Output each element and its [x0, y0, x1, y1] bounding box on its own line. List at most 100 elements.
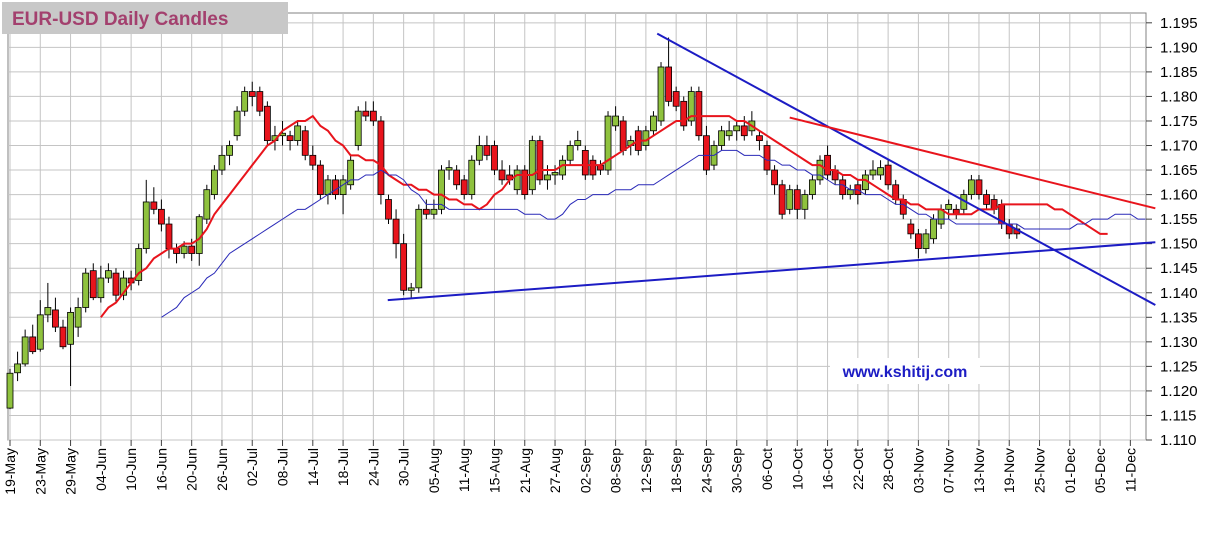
candle-body — [778, 184, 786, 215]
candle-body — [468, 159, 476, 195]
candle-body — [877, 167, 884, 176]
candle-body — [180, 245, 188, 254]
candle-body — [157, 208, 165, 225]
candle-body — [226, 145, 233, 156]
candle-body — [256, 91, 264, 112]
candle-body — [422, 208, 430, 215]
candle-body — [498, 169, 506, 181]
x-tick-label: 05-Aug — [426, 448, 442, 493]
candle-body — [203, 189, 211, 220]
y-tick-label: 1.110 — [1160, 432, 1196, 449]
x-tick-label: 20-Jun — [184, 448, 200, 491]
y-tick-label: 1.120 — [1160, 383, 1198, 400]
candle-body — [839, 179, 847, 195]
x-tick-label: 19-Nov — [1001, 448, 1017, 493]
candle-body — [915, 233, 922, 249]
candle-body — [884, 164, 892, 186]
x-tick-label: 26-Jun — [214, 448, 230, 491]
candle-body — [430, 208, 438, 215]
candle-body — [332, 179, 339, 195]
candle-body — [922, 233, 930, 249]
candle-body — [74, 307, 82, 328]
x-tick-label: 24-Sep — [698, 448, 714, 493]
candle-body — [248, 91, 256, 97]
candle-body — [975, 179, 983, 195]
y-tick-label: 1.125 — [1160, 358, 1198, 375]
x-tick-label: 11-Dec — [1122, 448, 1138, 492]
x-tick-label: 14-Jul — [305, 448, 321, 486]
candle-body — [521, 169, 529, 195]
x-tick-label: 02-Jul — [244, 448, 260, 486]
candle-body — [619, 120, 627, 151]
candle-body — [112, 272, 120, 296]
watermark-box — [830, 358, 980, 384]
marks — [6, 32, 1156, 410]
candle-body — [930, 218, 937, 240]
candle-body — [188, 245, 196, 254]
candle-body — [385, 199, 392, 220]
x-tick-label: 16-Oct — [820, 448, 836, 490]
candle-body — [718, 130, 725, 146]
candle-body — [945, 204, 953, 210]
candle-body — [703, 135, 710, 171]
y-tick-label: 1.135 — [1160, 309, 1198, 326]
candle-body — [392, 218, 400, 245]
y-tick-label: 1.185 — [1160, 64, 1198, 81]
candle-body — [105, 270, 112, 279]
x-tick-label: 06-Oct — [759, 448, 775, 490]
candle-body — [415, 208, 423, 289]
candle-body — [771, 169, 778, 186]
x-tick-label: 13-Nov — [971, 448, 987, 493]
candle-body — [165, 223, 173, 249]
y-tick-label: 1.145 — [1160, 260, 1198, 277]
candle-body — [589, 159, 597, 176]
candle-body — [536, 140, 544, 181]
x-tick-label: 23-May — [32, 448, 48, 495]
candle-body — [612, 115, 619, 127]
candle-body — [786, 189, 794, 210]
candle-body — [672, 91, 680, 107]
candle-body — [52, 309, 59, 328]
candle-body — [324, 179, 332, 195]
candle-body — [362, 110, 370, 117]
candle-body — [354, 110, 362, 146]
candle-body — [725, 130, 733, 137]
moving-average — [100, 114, 1108, 318]
candle-body — [680, 100, 688, 127]
x-tick-label: 10-Oct — [789, 448, 805, 490]
candle-body — [347, 159, 355, 186]
x-tick-label: 27-Aug — [547, 448, 563, 493]
candle-body — [740, 125, 748, 137]
y-tick-label: 1.150 — [1160, 236, 1198, 253]
x-tick-label: 07-Nov — [941, 448, 957, 493]
candle-body — [233, 110, 241, 137]
candle-body — [733, 125, 741, 132]
x-tick-label: 08-Sep — [608, 448, 624, 493]
candle-body — [316, 164, 324, 195]
candle-body — [407, 287, 415, 291]
candle-body — [120, 277, 127, 296]
candle-body — [460, 179, 468, 195]
candle-body — [551, 172, 559, 176]
title-box — [2, 2, 288, 34]
candle-body — [907, 223, 915, 235]
candle-body — [793, 189, 801, 210]
x-tick-label: 10-Jun — [123, 448, 139, 491]
trendline — [789, 116, 1156, 210]
x-tick-label: 08-Jul — [275, 448, 291, 486]
candle-body — [544, 174, 551, 181]
candle-body — [218, 154, 226, 171]
candle-body — [967, 179, 975, 195]
y-tick-label: 1.155 — [1160, 211, 1198, 228]
candle-body — [339, 179, 347, 195]
candle-body — [756, 135, 763, 142]
candle-body — [67, 311, 74, 345]
candle-body — [445, 167, 453, 171]
x-tick-label: 12-Sep — [638, 448, 654, 493]
x-tick-label: 02-Sep — [577, 448, 593, 493]
x-tick-label: 19-May — [2, 448, 18, 495]
y-tick-label: 1.160 — [1160, 187, 1198, 204]
candle-body — [763, 145, 771, 171]
candle-body — [97, 277, 105, 299]
